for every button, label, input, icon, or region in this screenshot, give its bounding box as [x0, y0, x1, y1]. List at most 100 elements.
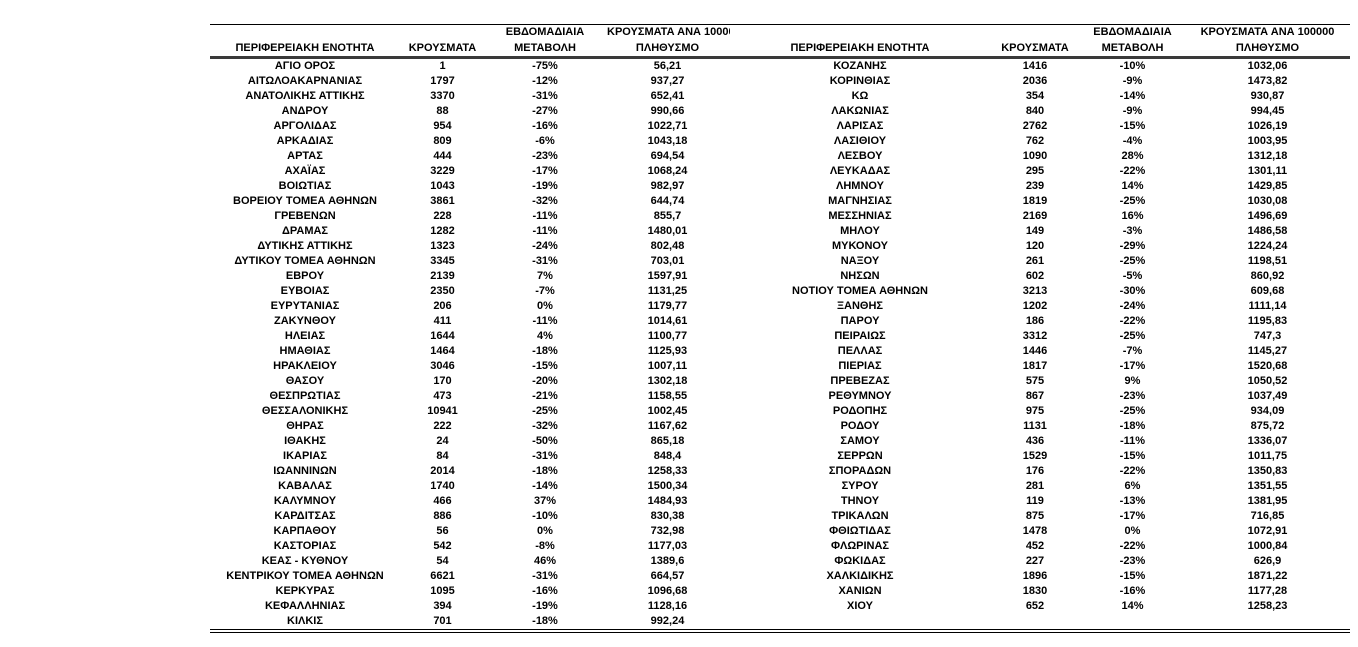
region-name-left: ΙΩΑΝΝΙΝΩΝ: [273, 465, 337, 477]
cases-value-left: 466: [433, 495, 452, 507]
cases-value-right: 1202: [1022, 300, 1048, 312]
table-row: ΑΡΓΟΛΙΔΑΣ 954 -16% 1022,71 ΛΑΡΙΣΑΣ 2762 -15% 10…: [210, 119, 1350, 134]
per-100k-value-left: 1258,33: [647, 465, 688, 477]
per-100k-value-right: 1145,27: [1247, 345, 1288, 357]
weekly-change-value-left: 0%: [537, 525, 553, 537]
per-100k-value-right: 1473,82: [1247, 75, 1288, 87]
header-per-100k-left-line2: ΠΛΗΘΥΣΜΟ: [605, 40, 730, 59]
per-100k-value-right: 609,68: [1250, 285, 1285, 297]
weekly-change-value-right: 0%: [1124, 525, 1141, 537]
weekly-change-value-right: -5%: [1122, 270, 1143, 282]
weekly-change-value-right: -22%: [1119, 465, 1146, 477]
per-100k-value-right: [1185, 614, 1350, 631]
table-row: ΚΕΦΑΛΛΗΝΙΑΣ 394 -19% 1128,16 ΧΙΟΥ 652 14% 1258,…: [210, 599, 1350, 614]
region-name-right: ΦΘΙΩΤΙΔΑΣ: [829, 525, 891, 537]
header-spacer: [210, 25, 400, 41]
weekly-change-value-right: -25%: [1119, 195, 1146, 207]
region-name-right: ΤΗΝΟΥ: [840, 495, 880, 507]
cases-value-left: 228: [433, 210, 452, 222]
per-100k-value-left: 1167,62: [647, 420, 688, 432]
table-header: ΕΒΔΟΜΑΔΙΑΙΑ ΚΡΟΥΣΜΑΤΑ ΑΝΑ 100000 ΕΒΔΟΜΑΔ…: [210, 25, 1350, 59]
region-name-left: ΘΗΡΑΣ: [286, 420, 324, 432]
region-name-left: ΚΕΝΤΡΙΚΟΥ ΤΟΜΕΑ ΑΘΗΝΩΝ: [226, 570, 384, 582]
weekly-change-value-right: -4%: [1122, 135, 1143, 147]
region-name-left: ΗΛΕΙΑΣ: [284, 330, 326, 342]
table-row: ΚΑΡΔΙΤΣΑΣ 886 -10% 830,38 ΤΡΙΚΑΛΩΝ 875 -17% 716…: [210, 509, 1350, 524]
region-name-left: ΔΥΤΙΚΗΣ ΑΤΤΙΚΗΣ: [257, 240, 353, 252]
table-row: ΑΙΤΩΛΟΑΚΑΡΝΑΝΙΑΣ 1797 -12% 937,27 ΚΟΡΙΝΘΙΑΣ 2…: [210, 74, 1350, 89]
region-name-right: ΚΩ: [851, 90, 869, 102]
per-100k-value-right: 1871,22: [1247, 570, 1288, 582]
per-100k-value-right: 1486,58: [1247, 225, 1288, 237]
table-row: ΙΚΑΡΙΑΣ 84 -31% 848,4 ΣΕΡΡΩΝ 1529 -15% 1011,75: [210, 449, 1350, 464]
weekly-change-value-left: -11%: [532, 315, 558, 327]
per-100k-value-right: 1336,07: [1247, 435, 1288, 447]
cases-value-left: 206: [433, 300, 452, 312]
cases-value-left: 2014: [430, 465, 455, 477]
per-100k-value-right: 1177,28: [1247, 585, 1288, 597]
table-row: ΚΑΡΠΑΘΟΥ 56 0% 732,98 ΦΘΙΩΤΙΔΑΣ 1478 0% 1072,91: [210, 524, 1350, 539]
per-100k-value-right: 1224,24: [1247, 240, 1288, 252]
region-name-right: ΦΛΩΡΙΝΑΣ: [830, 540, 890, 552]
per-100k-value-left: 56,21: [653, 60, 682, 72]
cases-value-left: 954: [433, 120, 452, 132]
header-weekly-change-left-line1: ΕΒΔΟΜΑΔΙΑΙΑ: [505, 26, 585, 38]
cases-value-right: 176: [1025, 465, 1045, 477]
per-100k-value-left: 1100,77: [647, 330, 688, 342]
weekly-change-value-left: -18%: [532, 615, 558, 627]
region-name-right: ΜΥΚΟΝΟΥ: [831, 240, 889, 252]
per-100k-value-right: 1351,55: [1247, 480, 1288, 492]
region-name-left: ΚΙΛΚΙΣ: [287, 615, 323, 627]
per-100k-value-left: 982,97: [650, 180, 685, 192]
cases-value-left: 3861: [430, 195, 455, 207]
per-100k-value-right: 930,87: [1250, 90, 1285, 102]
weekly-change-value-right: 9%: [1124, 375, 1141, 387]
header-weekly-change-right-line2: ΜΕΤΑΒΟΛΗ: [1080, 40, 1185, 59]
per-100k-value-right: 1032,06: [1247, 60, 1288, 72]
per-100k-value-right: 1429,85: [1247, 180, 1288, 192]
per-100k-value-left: 703,01: [650, 255, 685, 267]
weekly-change-value-right: -24%: [1119, 300, 1146, 312]
cases-value-left: 809: [433, 135, 452, 147]
weekly-change-value-right: -16%: [1119, 585, 1146, 597]
region-name-left: ΑΙΤΩΛΟΑΚΑΡΝΑΝΙΑΣ: [247, 75, 363, 87]
table-row: ΔΥΤΙΚΟΥ ΤΟΜΕΑ ΑΘΗΝΩΝ 3345 -31% 703,01 ΝΑΞΟΥ 2…: [210, 254, 1350, 269]
table-row: ΚΑΒΑΛΑΣ 1740 -14% 1500,34 ΣΥΡΟΥ 281 6% 1351,55: [210, 479, 1350, 494]
region-name-left: ΚΑΛΥΜΝΟΥ: [273, 495, 337, 507]
cases-value-right: 1819: [1022, 195, 1048, 207]
per-100k-value-left: 732,98: [650, 525, 685, 537]
region-name-right: ΠΡΕΒΕΖΑΣ: [830, 375, 890, 387]
cases-value-right: 239: [1025, 180, 1045, 192]
table-row: ΙΘΑΚΗΣ 24 -50% 865,18 ΣΑΜΟΥ 436 -11% 1336,07: [210, 434, 1350, 449]
region-name-right: ΡΟΔΟΠΗΣ: [832, 405, 888, 417]
cases-value-right: 2169: [1022, 210, 1048, 222]
cases-value-right: 354: [1025, 90, 1045, 102]
weekly-change-value-right: -25%: [1119, 405, 1146, 417]
weekly-change-value-right: 6%: [1124, 480, 1141, 492]
region-name-right: ΜΗΛΟΥ: [840, 225, 880, 237]
cases-value-right: 1896: [1022, 570, 1048, 582]
weekly-change-value-left: -31%: [532, 90, 558, 102]
region-name-right: ΜΑΓΝΗΣΙΑΣ: [828, 195, 892, 207]
region-name-right: ΚΟΖΑΝΗΣ: [833, 60, 887, 72]
cases-value-right: 120: [1025, 240, 1045, 252]
header-per-100k-right-line1: ΚΡΟΥΣΜΑΤΑ ΑΝΑ 100000: [1200, 26, 1335, 38]
weekly-change-value-left: -18%: [532, 345, 558, 357]
weekly-change-value-left: -6%: [535, 135, 555, 147]
region-name-right: ΣΕΡΡΩΝ: [837, 450, 883, 462]
per-100k-value-right: 994,45: [1250, 105, 1285, 117]
per-100k-value-left: 1068,24: [647, 165, 688, 177]
per-100k-value-left: 830,38: [650, 510, 685, 522]
weekly-change-value-left: 7%: [537, 270, 553, 282]
header-per-100k-left-line1: ΚΡΟΥΣΜΑΤΑ ΑΝΑ 100000: [607, 26, 730, 38]
per-100k-value-left: 1125,93: [647, 345, 688, 357]
per-100k-value-right: 1301,11: [1247, 165, 1288, 177]
region-name-right: ΝΟΤΙΟΥ ΤΟΜΕΑ ΑΘΗΝΩΝ: [792, 285, 928, 297]
region-name-right: ΛΑΡΙΣΑΣ: [836, 120, 884, 132]
header-weekly-change-left-line2: ΜΕΤΑΒΟΛΗ: [485, 40, 605, 59]
region-name-left: ΙΚΑΡΙΑΣ: [283, 450, 327, 462]
weekly-change-value-right: -14%: [1119, 90, 1146, 102]
region-name-left: ΑΡΓΟΛΙΔΑΣ: [273, 120, 337, 132]
cases-value-right: 295: [1025, 165, 1045, 177]
region-name-right: ΠΕΛΛΑΣ: [837, 345, 883, 357]
